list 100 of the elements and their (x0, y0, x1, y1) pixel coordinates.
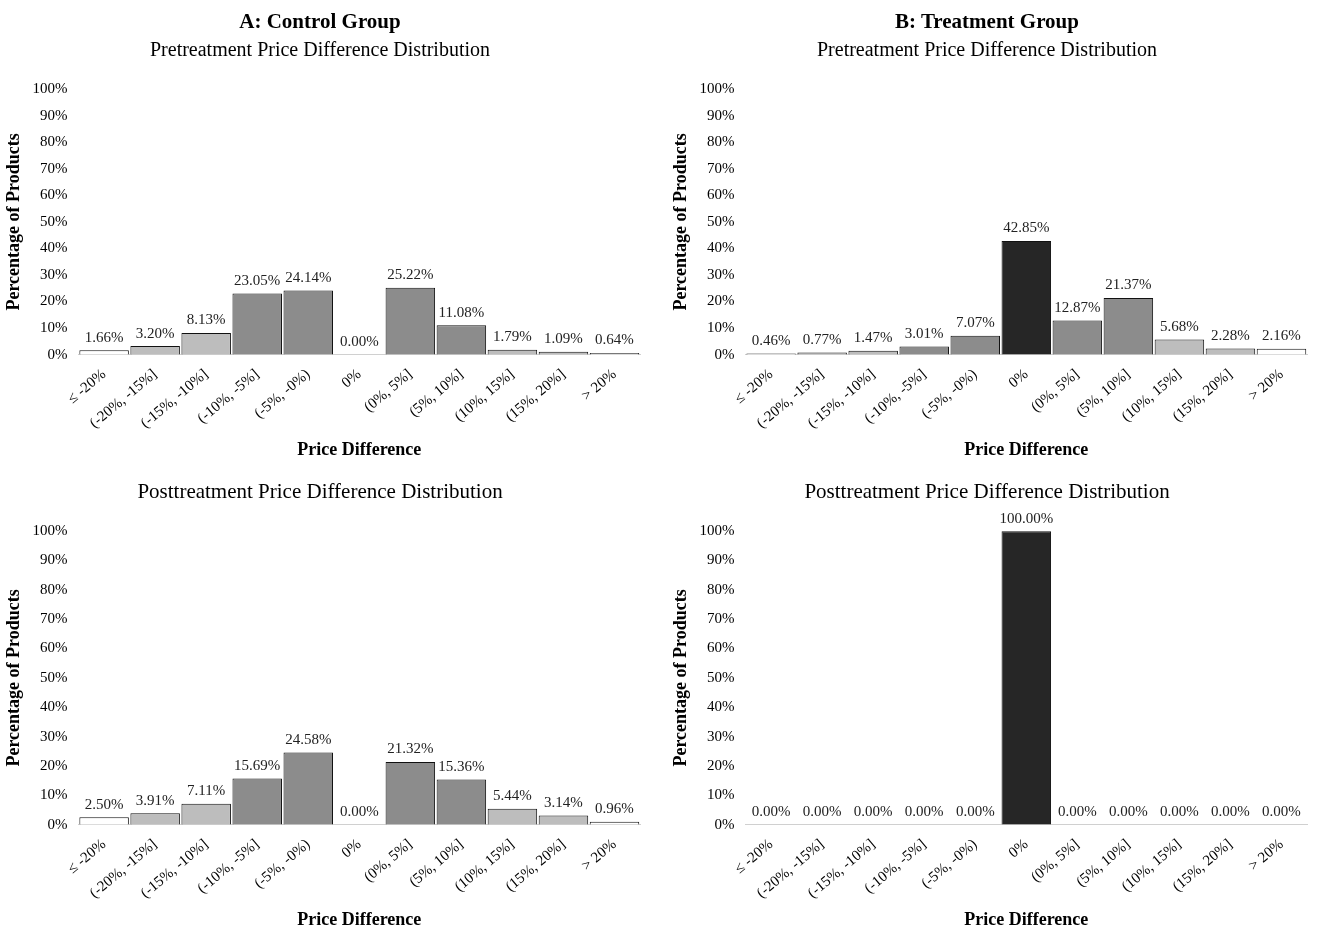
y-tick-label: 90% (40, 551, 68, 568)
x-tick-label: 0% (1005, 365, 1031, 391)
y-tick-label: 70% (40, 159, 68, 176)
data-label: 1.66% (84, 328, 124, 345)
y-tick-label: 30% (707, 265, 735, 282)
y-tick-label: 40% (40, 698, 68, 715)
data-label: 1.09% (544, 330, 583, 347)
y-tick-label: 20% (707, 292, 735, 309)
data-label: 24.58% (285, 730, 332, 747)
data-label: 0.46% (751, 331, 791, 348)
data-label: 0.00% (904, 803, 944, 820)
data-label: 21.32% (387, 740, 434, 757)
x-axis-title: Price Difference (297, 908, 422, 929)
data-label: 1.47% (853, 329, 893, 346)
y-tick-label: 100% (32, 522, 68, 539)
data-label: 3.01% (904, 325, 944, 342)
y-tick-label: 0% (47, 815, 68, 832)
y-tick-label: 30% (707, 727, 735, 744)
data-label: 0.77% (802, 330, 842, 347)
data-label: 0.00% (751, 803, 791, 820)
y-tick-label: 20% (40, 292, 68, 309)
y-tick-label: 60% (40, 639, 68, 656)
y-tick-label: 30% (40, 727, 68, 744)
chart-title: A: Control Group (239, 9, 401, 34)
chart-subtitle: Pretreatment Price Difference Distribution (149, 38, 491, 61)
x-axis-title: Price Difference (297, 438, 422, 459)
data-label: 3.20% (135, 324, 175, 341)
data-label: 5.68% (1160, 317, 1199, 334)
y-tick-label: 90% (40, 106, 68, 123)
y-tick-label: 100% (32, 80, 68, 97)
x-tick-label: 0% (338, 835, 364, 861)
y-tick-label: 30% (40, 265, 68, 282)
y-tick-label: 10% (40, 786, 68, 803)
data-label: 0.00% (955, 803, 995, 820)
data-label: 12.87% (1054, 298, 1101, 315)
y-tick-label: 70% (707, 159, 735, 176)
y-tick-label: 100% (699, 80, 735, 97)
data-label: 3.91% (135, 791, 175, 808)
y-tick-label: 80% (40, 580, 68, 597)
data-label: 0.00% (1109, 803, 1148, 820)
data-label: 11.08% (438, 303, 485, 320)
data-label: 0.00% (1057, 803, 1097, 820)
y-tick-label: 40% (40, 239, 68, 256)
chart-subtitle: Pretreatment Price Difference Distribution (816, 38, 1158, 61)
y-tick-label: 10% (40, 319, 68, 335)
data-label: 2.28% (1211, 326, 1250, 343)
data-label: 2.16% (1262, 327, 1301, 344)
chart-title: Posttreatment Price Difference Distribution (804, 479, 1171, 504)
y-axis-title: Percentage of Products (3, 133, 24, 311)
x-tick-label: > 20% (578, 835, 619, 874)
y-tick-label: 70% (707, 610, 735, 627)
x-axis-title: Price Difference (964, 438, 1089, 459)
data-label: 1.79% (493, 328, 532, 345)
y-axis-title: Percentage of Products (3, 589, 24, 767)
y-tick-label: 40% (707, 239, 735, 256)
y-tick-label: 50% (707, 212, 735, 229)
data-label: 0.00% (339, 333, 379, 350)
data-label: 100.00% (999, 509, 1054, 526)
data-label: 5.44% (493, 787, 532, 804)
x-tick-label: > 20% (1245, 365, 1286, 404)
y-tick-label: 50% (40, 212, 68, 229)
x-axis-title: Price Difference (964, 908, 1089, 929)
data-label: 7.11% (187, 782, 226, 799)
y-tick-label: 0% (47, 345, 68, 362)
data-label: 0.00% (1262, 803, 1301, 820)
data-label: 3.14% (544, 793, 583, 810)
y-tick-label: 50% (40, 668, 68, 685)
y-tick-label: 80% (707, 133, 735, 150)
y-tick-label: 0% (714, 345, 735, 362)
x-tick-label: > 20% (1245, 835, 1286, 874)
y-tick-label: 60% (707, 639, 735, 656)
data-label: 15.69% (234, 757, 281, 773)
y-tick-label: 60% (707, 186, 735, 203)
y-tick-label: 90% (707, 106, 735, 123)
data-label: 0.00% (802, 803, 842, 820)
y-tick-label: 60% (40, 186, 68, 203)
data-label: 0.00% (1211, 803, 1250, 820)
y-tick-label: 80% (40, 133, 68, 150)
y-tick-label: 40% (707, 698, 735, 715)
x-tick-label: > 20% (578, 365, 619, 404)
y-tick-label: 90% (707, 551, 735, 568)
data-label: 21.37% (1105, 276, 1152, 293)
y-axis-title: Percentage of Products (670, 133, 691, 311)
y-tick-label: 50% (707, 668, 735, 685)
x-tick-label: 0% (1005, 835, 1031, 861)
y-tick-label: 0% (714, 815, 735, 832)
chart-title: Posttreatment Price Difference Distribution (137, 479, 504, 504)
y-axis-title: Percentage of Products (670, 589, 691, 767)
y-tick-label: 10% (707, 319, 735, 335)
data-label: 0.00% (1160, 803, 1199, 820)
data-label: 25.22% (387, 266, 434, 283)
y-tick-label: 80% (707, 580, 735, 597)
x-tick-label: 0% (338, 365, 364, 391)
data-label: 7.07% (955, 314, 995, 331)
data-label: 8.13% (186, 311, 226, 328)
data-label: 23.05% (234, 271, 281, 288)
data-label: 24.14% (285, 268, 332, 285)
data-label: 0.96% (595, 800, 634, 817)
y-tick-label: 100% (699, 522, 735, 539)
data-label: 0.64% (595, 331, 634, 348)
